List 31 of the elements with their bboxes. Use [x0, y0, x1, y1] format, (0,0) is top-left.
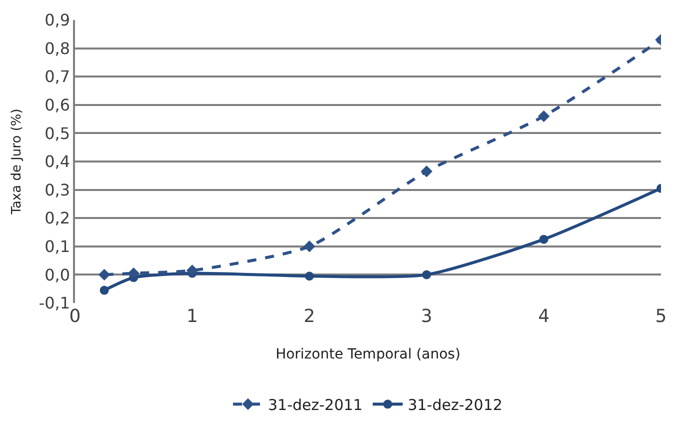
legend-label: 31-dez-2011 — [268, 396, 363, 414]
y-tick-label: 0,0 — [44, 265, 70, 284]
y-tick-label: 0,5 — [44, 124, 70, 143]
point — [538, 110, 550, 122]
y-tick-label: 0,1 — [44, 237, 70, 256]
x-tick-label: 4 — [538, 306, 550, 327]
point — [98, 268, 110, 281]
point — [420, 166, 432, 178]
y-tick-label: 0,3 — [44, 180, 70, 200]
x-axis-title: Horizonte Temporal (anos) — [276, 346, 460, 362]
y-axis-title: Taxa de Juro (%) — [9, 108, 24, 216]
point — [128, 267, 140, 280]
x-tick-label: 5 — [655, 306, 667, 327]
x-tick-label: 0 — [69, 306, 81, 327]
x-tick-label: 2 — [304, 306, 316, 327]
y-tick-label: 0,9 — [44, 10, 70, 30]
x-tick-label: 3 — [420, 306, 432, 327]
y-tick-label: 0,2 — [44, 208, 70, 228]
x-tick-label: 1 — [186, 306, 198, 327]
point — [422, 270, 432, 280]
point — [186, 264, 198, 276]
point — [304, 240, 316, 252]
y-tick-label: 0,4 — [44, 152, 70, 172]
point — [100, 286, 109, 295]
y-tick-label: 0,7 — [44, 67, 70, 86]
point — [539, 234, 548, 244]
point — [304, 272, 314, 281]
legend-label: 31-dez-2012 — [408, 396, 502, 414]
y-tick-label: 0,6 — [44, 96, 70, 114]
y-tick-label: -0,1 — [38, 294, 70, 313]
y-tick-label: 0,8 — [44, 38, 70, 58]
